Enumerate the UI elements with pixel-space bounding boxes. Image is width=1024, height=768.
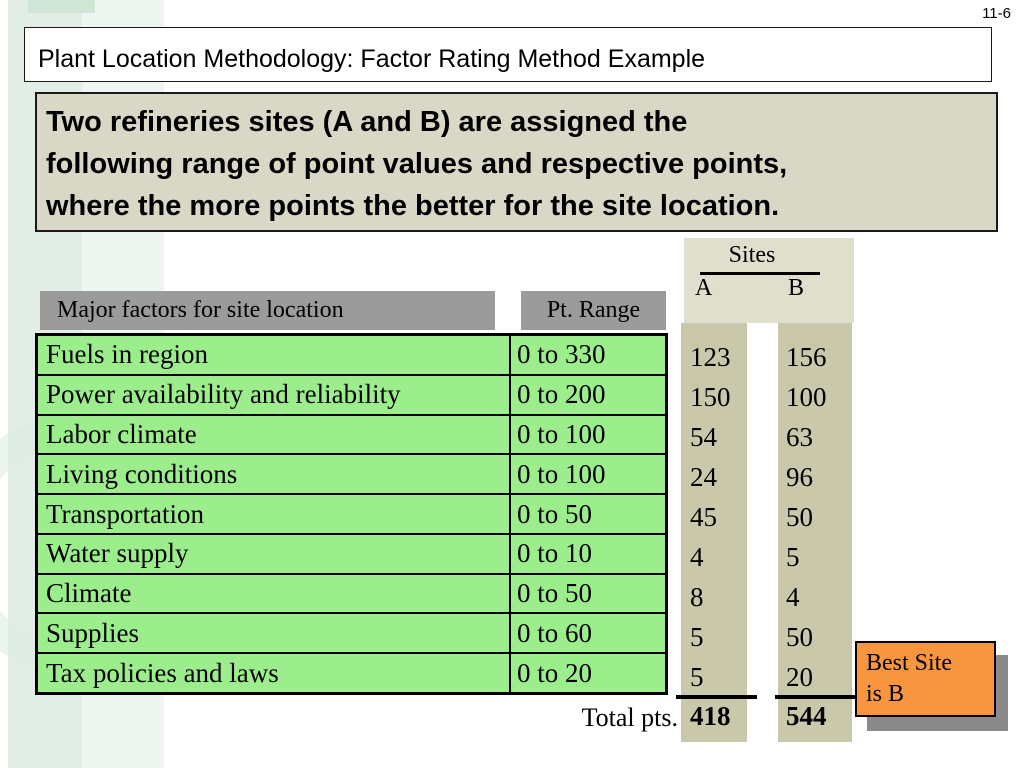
range-cell: 0 to 100 xyxy=(517,458,606,489)
factor-cell: Labor climate xyxy=(38,415,511,454)
site-a-point: 5 xyxy=(690,662,704,692)
intro-line: Two refineries sites (A and B) are assig… xyxy=(46,106,688,138)
factors-table: Fuels in region 0 to 330 Power availabil… xyxy=(35,333,668,695)
range-cell: 0 to 50 xyxy=(517,578,593,609)
site-b-point: 5 xyxy=(786,542,800,572)
site-b-total: 544 xyxy=(786,701,827,731)
site-b-column-label: B xyxy=(788,275,805,301)
site-b-point: 50 xyxy=(786,622,813,652)
table-row: Water supply 0 to 10 xyxy=(38,534,665,575)
site-a-point: 5 xyxy=(690,622,704,652)
site-b-point: 50 xyxy=(786,502,813,532)
site-a-point: 4 xyxy=(690,542,704,572)
range-cell: 0 to 20 xyxy=(517,657,593,688)
site-a-sum-underline xyxy=(676,695,757,699)
intro-line: following range of point values and resp… xyxy=(46,148,788,180)
site-a-point: 24 xyxy=(690,462,717,492)
factor-cell: Power availability and reliability xyxy=(38,375,511,414)
range-cell: 0 to 10 xyxy=(517,538,593,569)
factors-column-header: Major factors for site location xyxy=(40,291,495,330)
table-row: Transportation 0 to 50 xyxy=(38,495,665,535)
range-cell: 0 to 200 xyxy=(517,379,606,410)
sites-header-box: Sites A B xyxy=(684,238,854,323)
factor-cell: Water supply xyxy=(38,534,511,573)
range-cell: 0 to 100 xyxy=(517,418,606,449)
total-points-label: Total pts. xyxy=(581,703,678,732)
intro-text-box: Two refineries sites (A and B) are assig… xyxy=(35,92,998,232)
range-cell: 0 to 50 xyxy=(517,498,593,529)
site-b-point: 156 xyxy=(786,342,827,372)
site-b-points-column: 156 100 63 96 50 5 4 50 20 xyxy=(778,323,852,742)
table-row: Supplies 0 to 60 xyxy=(38,614,665,655)
table-row: Tax policies and laws 0 to 20 xyxy=(38,654,665,693)
site-a-point: 123 xyxy=(690,342,731,372)
factor-cell: Fuels in region xyxy=(38,336,511,374)
best-site-line: Best Site xyxy=(866,650,953,676)
factor-cell: Transportation xyxy=(38,495,511,533)
site-b-point: 96 xyxy=(786,462,813,492)
range-cell: 0 to 60 xyxy=(517,617,593,648)
slide-title-box: Plant Location Methodology: Factor Ratin… xyxy=(24,27,992,82)
best-site-line: is B xyxy=(866,681,905,707)
site-b-point: 100 xyxy=(786,382,827,412)
site-a-point: 150 xyxy=(690,382,731,412)
factor-cell: Tax policies and laws xyxy=(38,654,511,693)
table-row: Fuels in region 0 to 330 xyxy=(38,336,665,376)
table-row: Labor climate 0 to 100 xyxy=(38,415,665,456)
range-cell: 0 to 330 xyxy=(517,339,606,370)
sites-header-label: Sites xyxy=(728,242,776,268)
factor-cell: Living conditions xyxy=(38,455,511,494)
site-b-sum-underline xyxy=(775,695,857,699)
site-a-point: 8 xyxy=(690,582,704,612)
table-row: Living conditions 0 to 100 xyxy=(38,455,665,496)
factor-cell: Supplies xyxy=(38,614,511,653)
factor-cell: Climate xyxy=(38,574,511,613)
background-top-accent xyxy=(28,0,95,13)
site-b-point: 63 xyxy=(786,422,813,452)
site-b-point: 20 xyxy=(786,662,813,692)
best-site-callout: Best Site is B xyxy=(855,641,996,717)
site-b-point: 4 xyxy=(786,582,800,612)
table-row: Climate 0 to 50 xyxy=(38,574,665,615)
site-a-points-column: 123 150 54 24 45 4 8 5 5 xyxy=(681,323,747,742)
sites-header-underline xyxy=(700,272,820,275)
point-range-column-header: Pt. Range xyxy=(521,291,666,330)
site-a-point: 45 xyxy=(690,502,717,532)
table-row: Power availability and reliability 0 to … xyxy=(38,375,665,416)
site-a-point: 54 xyxy=(690,422,717,452)
intro-line: where the more points the better for the… xyxy=(46,190,780,222)
slide-title: Plant Location Methodology: Factor Ratin… xyxy=(38,45,706,73)
site-a-column-label: A xyxy=(695,275,713,301)
page-number: 11-6 xyxy=(982,5,1011,22)
site-a-total: 418 xyxy=(690,701,731,731)
